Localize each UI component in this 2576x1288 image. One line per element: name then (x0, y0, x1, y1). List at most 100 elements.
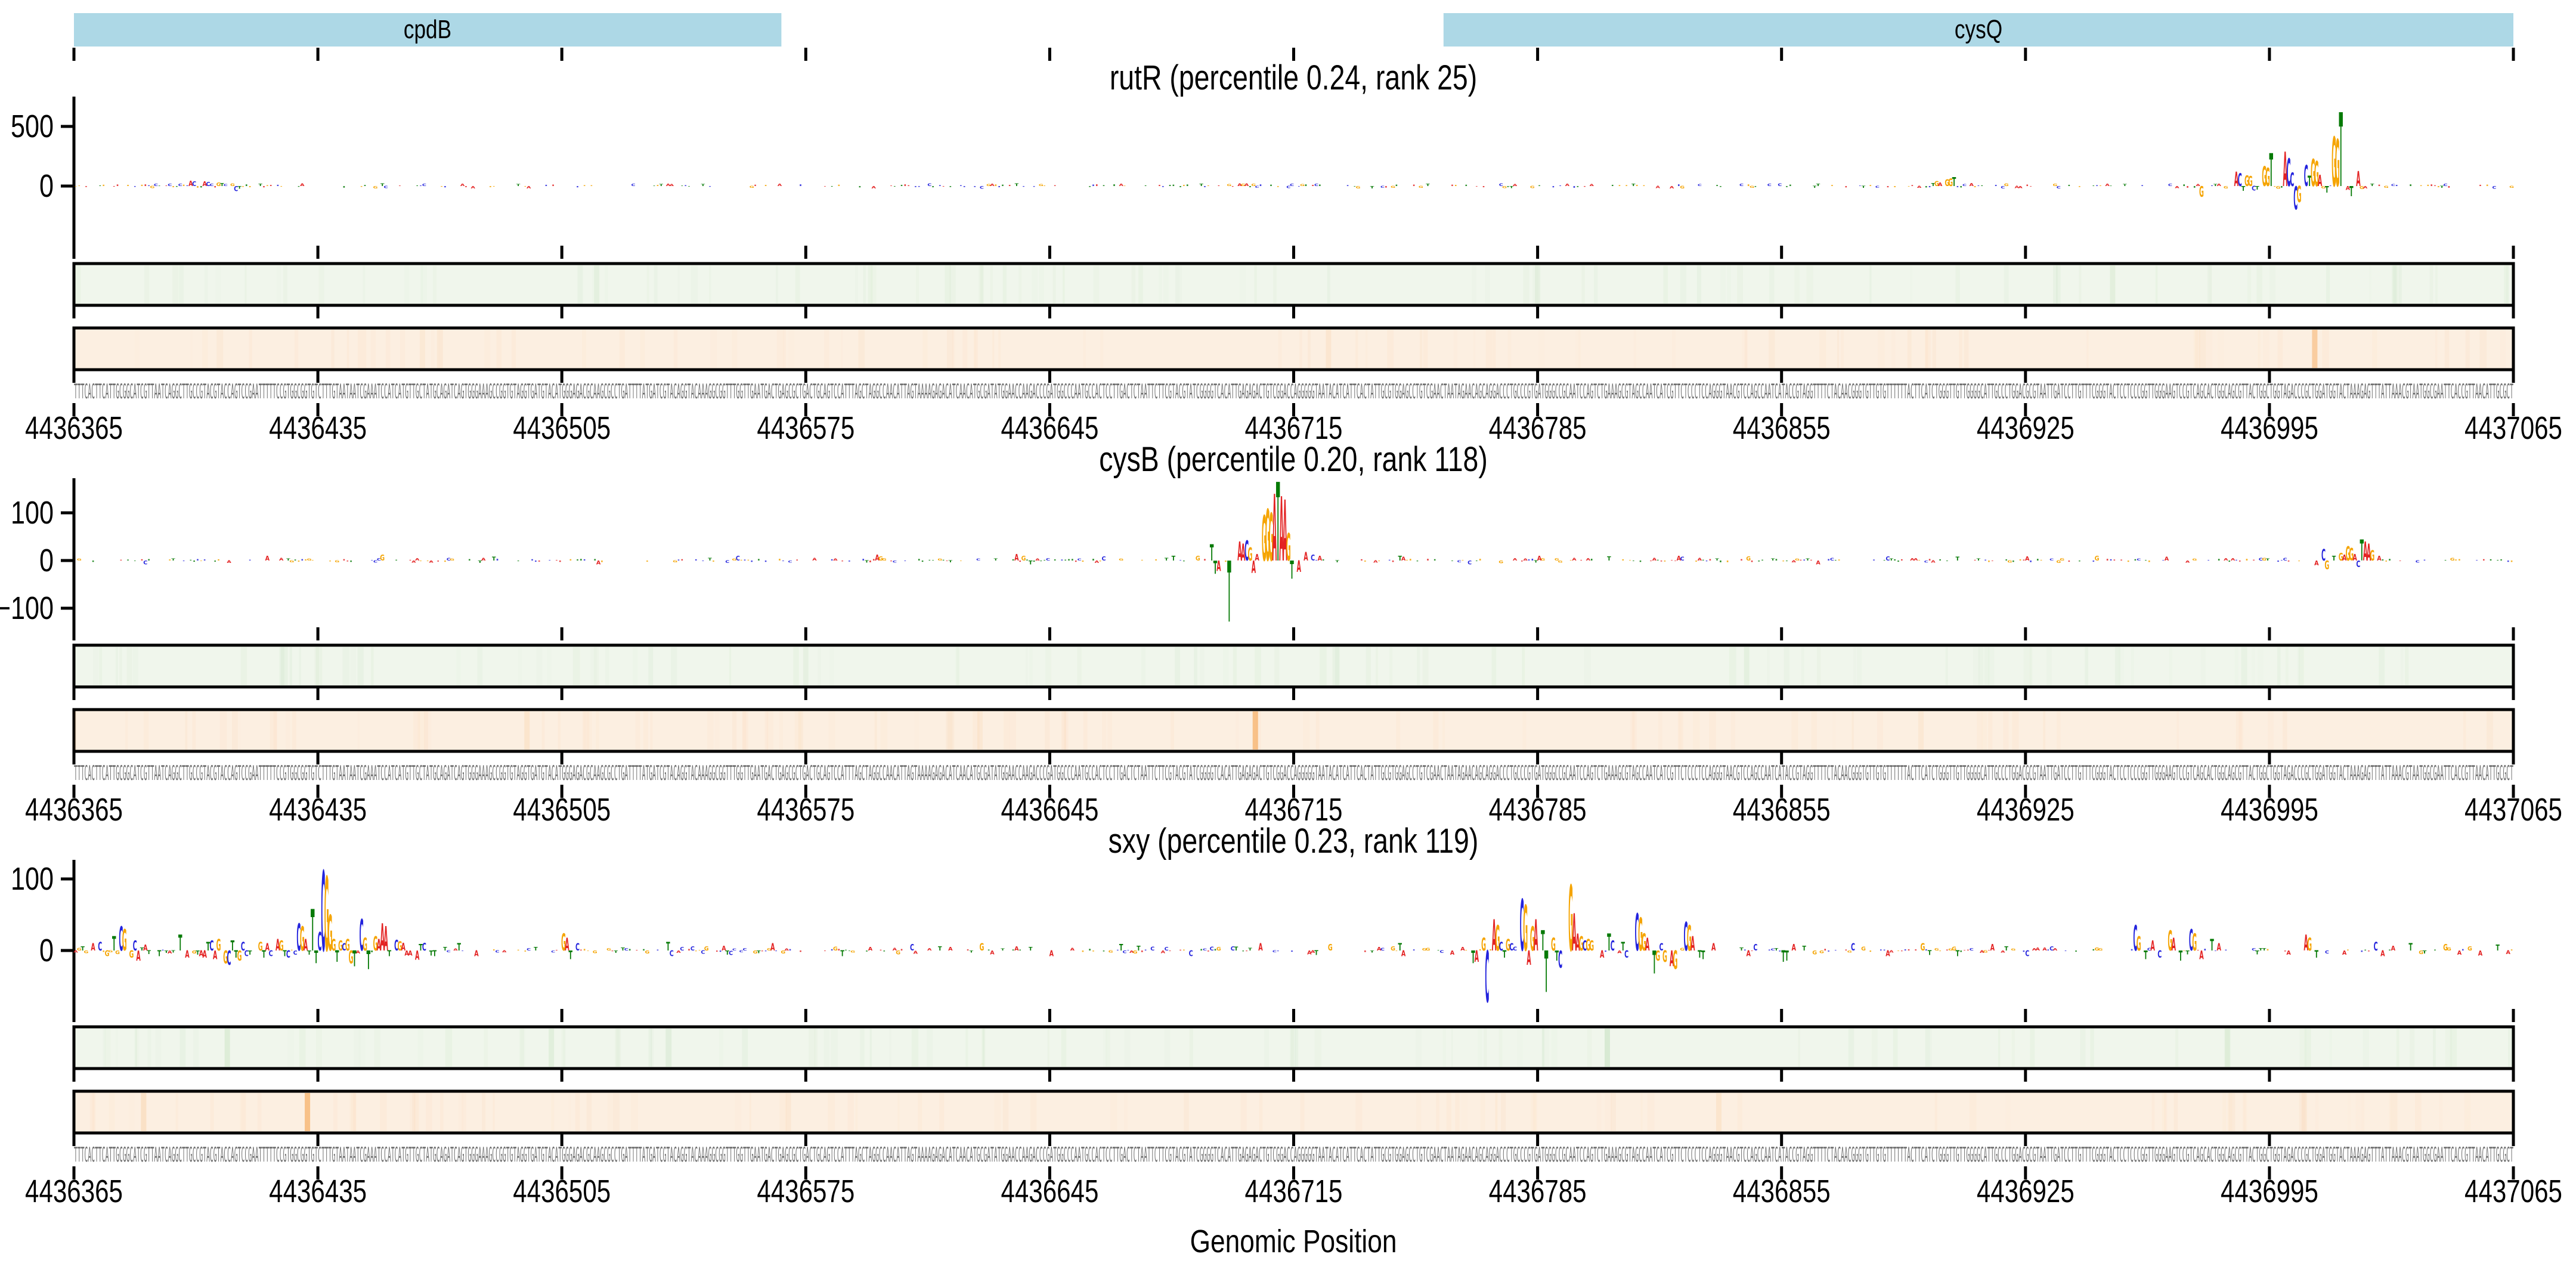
svg-text:G: G (1662, 948, 1667, 966)
svg-text:C: C (1189, 949, 1193, 958)
svg-text:G: G (1481, 935, 1486, 955)
svg-text:C: C (1635, 905, 1639, 963)
svg-text:C: C (154, 184, 159, 187)
svg-text:C: C (447, 558, 451, 562)
svg-text:C: C (1231, 946, 1235, 952)
svg-text:G: G (833, 946, 838, 952)
svg-text:A: A (2286, 950, 2291, 956)
svg-text:A: A (2346, 185, 2351, 191)
svg-text:C: C (788, 560, 792, 563)
x-tick-label: 4436785 (1489, 410, 1587, 446)
svg-text:A: A (2234, 168, 2239, 191)
svg-text:T: T (443, 947, 447, 952)
svg-text:A: A (2042, 947, 2047, 952)
svg-text:G: G (328, 905, 333, 962)
svg-text:C: C (1611, 939, 1615, 954)
y-tick-label: 500 (11, 109, 54, 145)
svg-text:A: A (2314, 559, 2318, 567)
svg-text:G: G (2321, 185, 2326, 189)
y-tick-label: 0 (39, 169, 54, 205)
svg-text:A: A (2318, 172, 2323, 190)
svg-text:T: T (1862, 185, 1866, 188)
svg-text:A: A (1914, 558, 1918, 561)
svg-text:G: G (216, 182, 221, 188)
svg-text:A: A (2216, 943, 2221, 953)
svg-text:A: A (1373, 560, 1378, 564)
svg-text:G: G (77, 558, 82, 561)
svg-text:T: T (1314, 950, 1318, 957)
svg-text:C: C (1771, 948, 1775, 951)
svg-text:A: A (1791, 560, 1796, 563)
svg-text:C: C (1272, 950, 1277, 953)
svg-text:A: A (1304, 550, 1308, 564)
x-tick-label: 4436995 (2221, 792, 2318, 828)
svg-text:A: A (168, 949, 172, 954)
svg-text:C: C (1123, 950, 1127, 954)
svg-text:A: A (1698, 558, 1702, 562)
svg-text:T: T (1426, 183, 1430, 187)
svg-text:C: C (1439, 950, 1444, 954)
svg-text:G: G (216, 936, 221, 955)
svg-text:T: T (1631, 183, 1636, 187)
svg-text:C: C (1767, 183, 1772, 187)
svg-text:C: C (206, 181, 210, 188)
svg-text:C: C (1499, 940, 1503, 953)
x-tick-label: 4436855 (1733, 792, 1831, 828)
svg-text:G: G (2004, 183, 2009, 187)
svg-text:A: A (1670, 185, 1675, 189)
svg-text:C: C (2304, 160, 2308, 193)
svg-text:A: A (1931, 560, 1936, 564)
svg-text:G: G (2335, 127, 2340, 202)
svg-text:G: G (1248, 544, 1253, 565)
svg-text:T: T (2496, 943, 2500, 952)
svg-text:T: T (1715, 558, 1720, 561)
svg-text:T: T (1503, 950, 1507, 961)
svg-text:T: T (2255, 186, 2260, 191)
svg-text:G: G (1983, 950, 1988, 953)
svg-text:C: C (1244, 535, 1249, 567)
svg-text:T: T (433, 949, 437, 958)
svg-text:A: A (73, 950, 78, 953)
svg-text:A: A (1283, 484, 1287, 581)
svg-text:T: T (2004, 946, 2008, 952)
svg-text:T: T (1928, 950, 1932, 956)
svg-text:A: A (1690, 933, 1695, 955)
svg-text:G: G (1847, 950, 1852, 953)
svg-text:G: G (105, 949, 110, 958)
svg-text:G: G (1680, 185, 1685, 190)
svg-text:T: T (2325, 184, 2329, 195)
svg-text:G: G (279, 939, 284, 954)
svg-text:T: T (949, 560, 953, 563)
svg-text:A: A (1297, 558, 1302, 576)
svg-text:T: T (1199, 184, 1204, 187)
x-axis-label: Genomic Position (1190, 1224, 1397, 1259)
svg-text:G: G (882, 558, 887, 561)
x-tick-label: 4436925 (1977, 410, 2075, 446)
svg-text:T: T (1890, 558, 1894, 561)
svg-text:C: C (1210, 946, 1214, 952)
svg-text:T: T (112, 933, 116, 955)
svg-text:A: A (1589, 184, 1594, 187)
svg-text:G: G (373, 185, 378, 189)
svg-text:A: A (1258, 943, 1263, 953)
svg-text:C: C (1558, 946, 1562, 974)
svg-text:C: C (1457, 560, 1462, 563)
svg-text:T: T (2179, 949, 2183, 964)
svg-text:G: G (1265, 495, 1270, 577)
svg-text:G: G (450, 558, 454, 561)
svg-text:A: A (2391, 946, 2396, 953)
svg-text:G: G (1216, 947, 1221, 952)
svg-text:T: T (2370, 183, 2375, 187)
x-tick-label: 4436435 (269, 410, 367, 446)
svg-text:C: C (286, 950, 290, 961)
svg-text:C: C (2416, 560, 2420, 564)
x-tick-label: 4436715 (1245, 410, 1343, 446)
svg-text:G: G (307, 558, 312, 562)
svg-text:C: C (575, 943, 580, 953)
gene-annotation-track: cpdB cysQ (72, 13, 2515, 61)
svg-text:T: T (1813, 185, 1818, 188)
svg-text:G: G (1422, 948, 1427, 951)
svg-text:A: A (2478, 950, 2483, 958)
